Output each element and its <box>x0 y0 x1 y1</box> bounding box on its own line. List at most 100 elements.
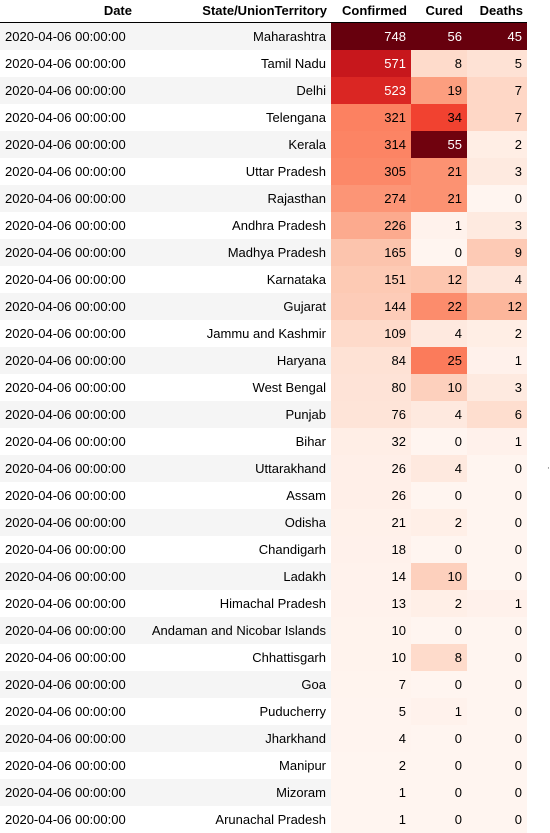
cell-confirmed: 21 <box>331 509 411 536</box>
cell-confirmed: 10 <box>331 617 411 644</box>
cell-state: Bihar <box>138 428 331 455</box>
table-header-row: Date State/UnionTerritory Confirmed Cure… <box>0 0 527 23</box>
cell-confirmed: 18 <box>331 536 411 563</box>
cell-state: Arunachal Pradesh <box>138 806 331 833</box>
table-row: 2020-04-06 00:00:00 Kerala 314 55 2 <box>0 131 527 158</box>
cell-cured: 4 <box>411 401 467 428</box>
cell-cured: 8 <box>411 50 467 77</box>
cell-date: 2020-04-06 00:00:00 <box>0 536 138 563</box>
cell-deaths: 7 <box>467 104 527 131</box>
cell-state: Jammu and Kashmir <box>138 320 331 347</box>
cell-confirmed: 2 <box>331 752 411 779</box>
column-header-cured[interactable]: Cured <box>411 0 467 23</box>
cell-confirmed: 571 <box>331 50 411 77</box>
table-row: 2020-04-06 00:00:00 West Bengal 80 10 3 <box>0 374 527 401</box>
cell-date: 2020-04-06 00:00:00 <box>0 482 138 509</box>
table-row: 2020-04-06 00:00:00 Karnataka 151 12 4 <box>0 266 527 293</box>
cell-date: 2020-04-06 00:00:00 <box>0 401 138 428</box>
cell-deaths: 0 <box>467 185 527 212</box>
cell-date: 2020-04-06 00:00:00 <box>0 455 138 482</box>
table-row: 2020-04-06 00:00:00 Odisha 21 2 0 <box>0 509 527 536</box>
cell-cured: 0 <box>411 536 467 563</box>
cell-confirmed: 10 <box>331 644 411 671</box>
cell-state: Ladakh <box>138 563 331 590</box>
table-row: 2020-04-06 00:00:00 Gujarat 144 22 12 <box>0 293 527 320</box>
cell-state: Rajasthan <box>138 185 331 212</box>
cell-date: 2020-04-06 00:00:00 <box>0 590 138 617</box>
cell-confirmed: 109 <box>331 320 411 347</box>
cell-confirmed: 13 <box>331 590 411 617</box>
cell-state: Kerala <box>138 131 331 158</box>
cell-date: 2020-04-06 00:00:00 <box>0 725 138 752</box>
cell-cured: 8 <box>411 644 467 671</box>
cell-deaths: 0 <box>467 455 527 482</box>
table-row: 2020-04-06 00:00:00 Himachal Pradesh 13 2 1 <box>0 590 527 617</box>
table-row: 2020-04-06 00:00:00 Jammu and Kashmir 109 4… <box>0 320 527 347</box>
cell-deaths: 0 <box>467 779 527 806</box>
cell-confirmed: 314 <box>331 131 411 158</box>
cell-date: 2020-04-06 00:00:00 <box>0 617 138 644</box>
cell-cured: 2 <box>411 590 467 617</box>
cell-cured: 0 <box>411 725 467 752</box>
cell-date: 2020-04-06 00:00:00 <box>0 698 138 725</box>
cell-state: Himachal Pradesh <box>138 590 331 617</box>
cell-confirmed: 32 <box>331 428 411 455</box>
cell-state: Assam <box>138 482 331 509</box>
column-header-date[interactable]: Date <box>0 0 138 23</box>
cell-deaths: 0 <box>467 482 527 509</box>
cell-cured: 1 <box>411 212 467 239</box>
cell-cured: 55 <box>411 131 467 158</box>
cell-state: Odisha <box>138 509 331 536</box>
cell-confirmed: 1 <box>331 806 411 833</box>
cell-cured: 0 <box>411 482 467 509</box>
cell-deaths: 0 <box>467 536 527 563</box>
cell-date: 2020-04-06 00:00:00 <box>0 644 138 671</box>
cell-deaths: 45 <box>467 22 527 50</box>
cell-confirmed: 26 <box>331 455 411 482</box>
cell-state: West Bengal <box>138 374 331 401</box>
cell-cured: 4 <box>411 320 467 347</box>
cell-cured: 0 <box>411 779 467 806</box>
cell-date: 2020-04-06 00:00:00 <box>0 779 138 806</box>
table-row: 2020-04-06 00:00:00 Punjab 76 4 6 <box>0 401 527 428</box>
cell-date: 2020-04-06 00:00:00 <box>0 185 138 212</box>
cell-cured: 0 <box>411 617 467 644</box>
cell-state: Manipur <box>138 752 331 779</box>
cell-confirmed: 305 <box>331 158 411 185</box>
cell-state: Madhya Pradesh <box>138 239 331 266</box>
cell-deaths: 0 <box>467 644 527 671</box>
table-row: 2020-04-06 00:00:00 Uttarakhand 26 4 0 <box>0 455 527 482</box>
column-header-deaths[interactable]: Deaths <box>467 0 527 23</box>
cell-state: Andhra Pradesh <box>138 212 331 239</box>
table-row: 2020-04-06 00:00:00 Delhi 523 19 7 <box>0 77 527 104</box>
table-row: 2020-04-06 00:00:00 Ladakh 14 10 0 <box>0 563 527 590</box>
table-row: 2020-04-06 00:00:00 Madhya Pradesh 165 0 9 <box>0 239 527 266</box>
cell-date: 2020-04-06 00:00:00 <box>0 22 138 50</box>
cell-state: Uttar Pradesh <box>138 158 331 185</box>
table-row: 2020-04-06 00:00:00 Arunachal Pradesh 1 0 0 <box>0 806 527 833</box>
cell-confirmed: 80 <box>331 374 411 401</box>
cell-confirmed: 151 <box>331 266 411 293</box>
cell-date: 2020-04-06 00:00:00 <box>0 266 138 293</box>
cell-cured: 22 <box>411 293 467 320</box>
cell-deaths: 0 <box>467 698 527 725</box>
cell-confirmed: 748 <box>331 22 411 50</box>
cell-deaths: 3 <box>467 158 527 185</box>
cell-date: 2020-04-06 00:00:00 <box>0 347 138 374</box>
table-row: 2020-04-06 00:00:00 Maharashtra 748 56 45 <box>0 22 527 50</box>
cell-cured: 0 <box>411 752 467 779</box>
cell-cured: 12 <box>411 266 467 293</box>
cell-deaths: 2 <box>467 131 527 158</box>
cell-state: Uttarakhand <box>138 455 331 482</box>
cell-state: Punjab <box>138 401 331 428</box>
column-header-state[interactable]: State/UnionTerritory <box>138 0 331 23</box>
data-table: Date State/UnionTerritory Confirmed Cure… <box>0 0 527 833</box>
table-row: 2020-04-06 00:00:00 Haryana 84 25 1 <box>0 347 527 374</box>
column-header-confirmed[interactable]: Confirmed <box>331 0 411 23</box>
cell-confirmed: 144 <box>331 293 411 320</box>
cell-deaths: 0 <box>467 725 527 752</box>
cell-state: Chandigarh <box>138 536 331 563</box>
cell-confirmed: 321 <box>331 104 411 131</box>
cell-deaths: 4 <box>467 266 527 293</box>
cell-confirmed: 26 <box>331 482 411 509</box>
